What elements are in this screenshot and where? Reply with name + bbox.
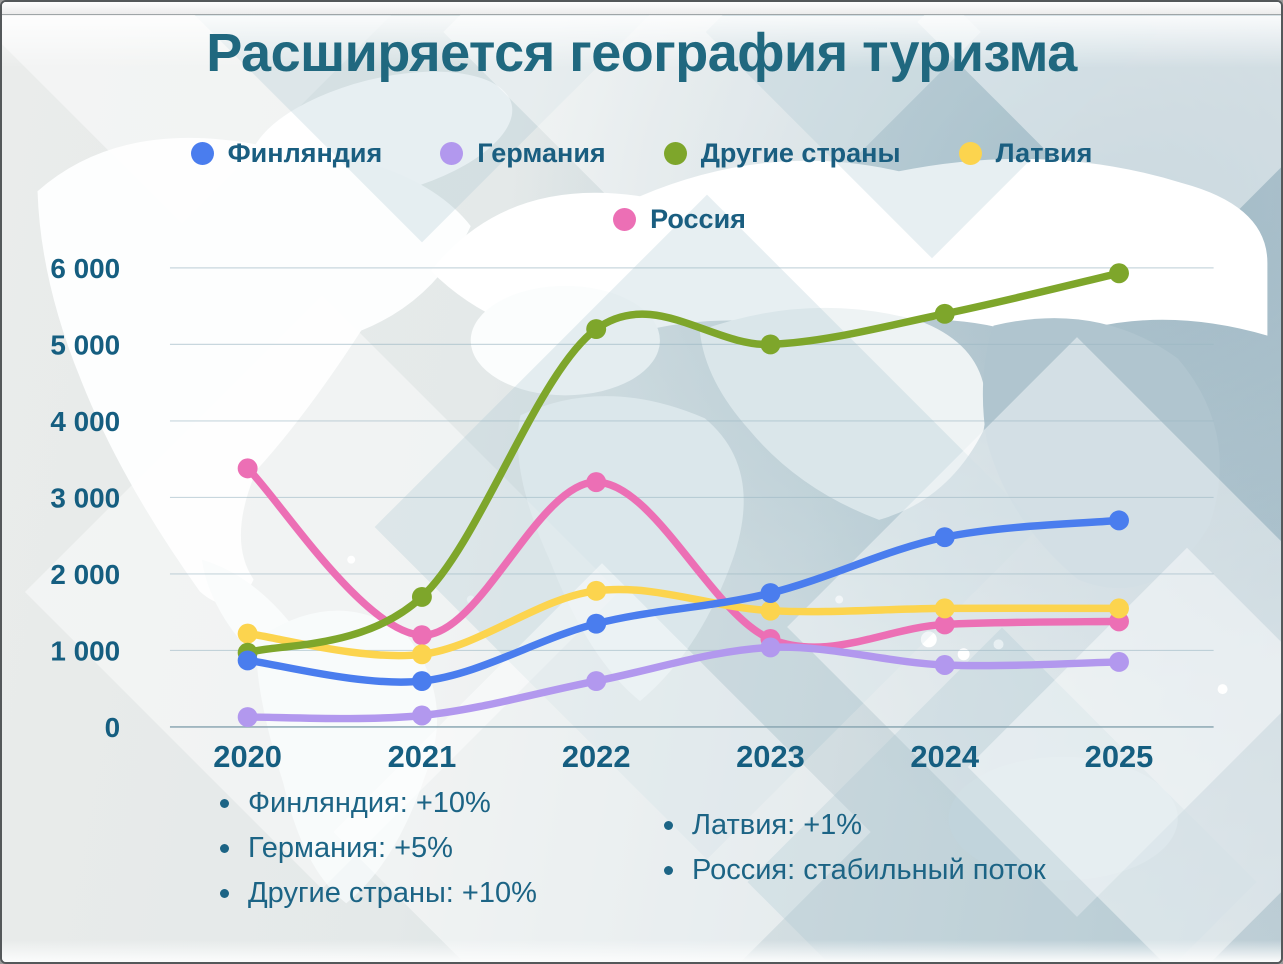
map-east-asia [982, 318, 1220, 589]
data-point-latvia-2023 [760, 600, 781, 621]
data-point-other-countries-2021 [411, 586, 432, 607]
data-point-finland-2022 [586, 613, 607, 634]
map-asia-central [699, 307, 986, 520]
data-point-latvia-2022 [586, 580, 607, 601]
map-australia [948, 756, 1178, 881]
data-point-latvia-2021 [411, 644, 432, 665]
slide-top-edge [2, 2, 1281, 15]
data-point-finland-2025 [1109, 510, 1129, 531]
map-eurasia-north [430, 158, 1268, 346]
data-point-germany-2020 [237, 707, 258, 727]
series-line-finland [243, 516, 1123, 686]
data-point-latvia-2020 [237, 623, 258, 644]
data-point-russia-2022 [586, 472, 607, 493]
legend-item-other-countries: Другие страны [663, 138, 901, 169]
bullet-icon [220, 844, 229, 853]
y-axis-tick-6000: 6 000 [50, 253, 120, 284]
bullet-icon [220, 799, 229, 808]
series-line-latvia [243, 585, 1123, 660]
y-axis-tick-1000: 1 000 [50, 635, 120, 666]
data-point-germany-2023 [760, 637, 781, 658]
legend-label-other-countries: Другие страны [700, 138, 901, 168]
legend-dot-other-countries [663, 142, 687, 165]
legend-label-finland: Финляндия [227, 138, 383, 168]
legend-dot-germany [440, 142, 464, 165]
series-line-russia [243, 464, 1123, 651]
note-text: Финляндия: +10% [248, 787, 491, 819]
note-item: Финляндия: +10% [220, 787, 537, 819]
map-island [1217, 684, 1228, 695]
slide-title: Расширяется география туризма [206, 23, 1077, 83]
data-point-finland-2021 [411, 671, 432, 692]
series-line-germany [243, 643, 1123, 723]
data-point-latvia-2025 [1109, 598, 1129, 619]
slide-bottom-edge [2, 940, 1281, 962]
summary-notes-right: Латвия: +1% Россия: стабильный поток [664, 809, 1046, 886]
data-point-russia-2020 [237, 458, 258, 479]
data-point-germany-2024 [934, 655, 955, 675]
x-axis-tick-2024: 2024 [910, 739, 979, 774]
legend-item-germany: Германия [440, 138, 606, 169]
data-point-other-countries-2023 [760, 334, 781, 355]
y-axis-tick-4000: 4 000 [50, 406, 120, 437]
data-point-russia-2024 [934, 614, 955, 635]
x-axis-tick-2025: 2025 [1085, 739, 1154, 774]
legend-item-finland: Финляндия [190, 138, 383, 169]
data-point-finland-2020 [237, 650, 258, 671]
note-text: Россия: стабильный поток [692, 854, 1046, 886]
note-text: Германия: +5% [248, 832, 453, 864]
bullet-icon [664, 821, 673, 830]
note-item: Германия: +5% [220, 832, 537, 864]
slide-top-glow [2, 16, 1281, 68]
chart-legend-row-1: Финляндия Германия Другие страны Латвия [2, 138, 1281, 169]
data-point-latvia-2024 [934, 598, 955, 619]
map-island [993, 639, 1004, 650]
x-axis-tick-2022: 2022 [562, 739, 631, 774]
y-axis-tick-5000: 5 000 [50, 329, 120, 360]
legend-dot-latvia [958, 142, 982, 165]
legend-label-germany: Германия [477, 138, 606, 168]
legend-label-latvia: Латвия [995, 138, 1093, 168]
x-axis-tick-2021: 2021 [388, 739, 457, 774]
data-point-russia-2021 [411, 625, 432, 646]
note-item: Латвия: +1% [664, 809, 1046, 841]
x-axis-tick-2023: 2023 [736, 739, 805, 774]
bullet-icon [664, 866, 673, 875]
legend-label-russia: Россия [650, 204, 746, 234]
map-north-america [37, 137, 471, 604]
legend-item-russia: Россия [613, 204, 746, 235]
data-point-other-countries-2022 [586, 319, 607, 340]
map-europe [470, 285, 660, 396]
summary-notes-left: Финляндия: +10% Германия: +5% Другие стран… [220, 787, 537, 909]
map-africa [517, 396, 744, 702]
y-axis-tick-3000: 3 000 [50, 482, 120, 513]
data-point-other-countries-2024 [934, 303, 955, 324]
map-island [920, 631, 937, 648]
legend-dot-finland [190, 142, 214, 165]
x-axis-tick-2020: 2020 [213, 739, 282, 774]
legend-dot-russia [613, 208, 637, 231]
note-item: Другие страны: +10% [220, 877, 537, 909]
note-text: Другие страны: +10% [248, 877, 537, 909]
note-item: Россия: стабильный поток [664, 854, 1046, 886]
map-island [957, 648, 970, 661]
data-point-finland-2023 [760, 583, 781, 604]
bullet-icon [220, 889, 229, 898]
data-point-germany-2021 [411, 705, 432, 726]
legend-item-latvia: Латвия [958, 138, 1093, 169]
map-island [347, 555, 356, 564]
data-point-germany-2022 [586, 671, 607, 692]
data-point-finland-2024 [934, 527, 955, 548]
chart-legend-row-2: Россия [40, 204, 1281, 235]
y-axis-tick-0: 0 [105, 712, 121, 743]
data-point-germany-2025 [1109, 651, 1129, 672]
data-point-other-countries-2025 [1109, 263, 1129, 284]
map-island [835, 595, 844, 604]
note-text: Латвия: +1% [692, 809, 863, 841]
y-axis-tick-2000: 2 000 [50, 559, 120, 590]
